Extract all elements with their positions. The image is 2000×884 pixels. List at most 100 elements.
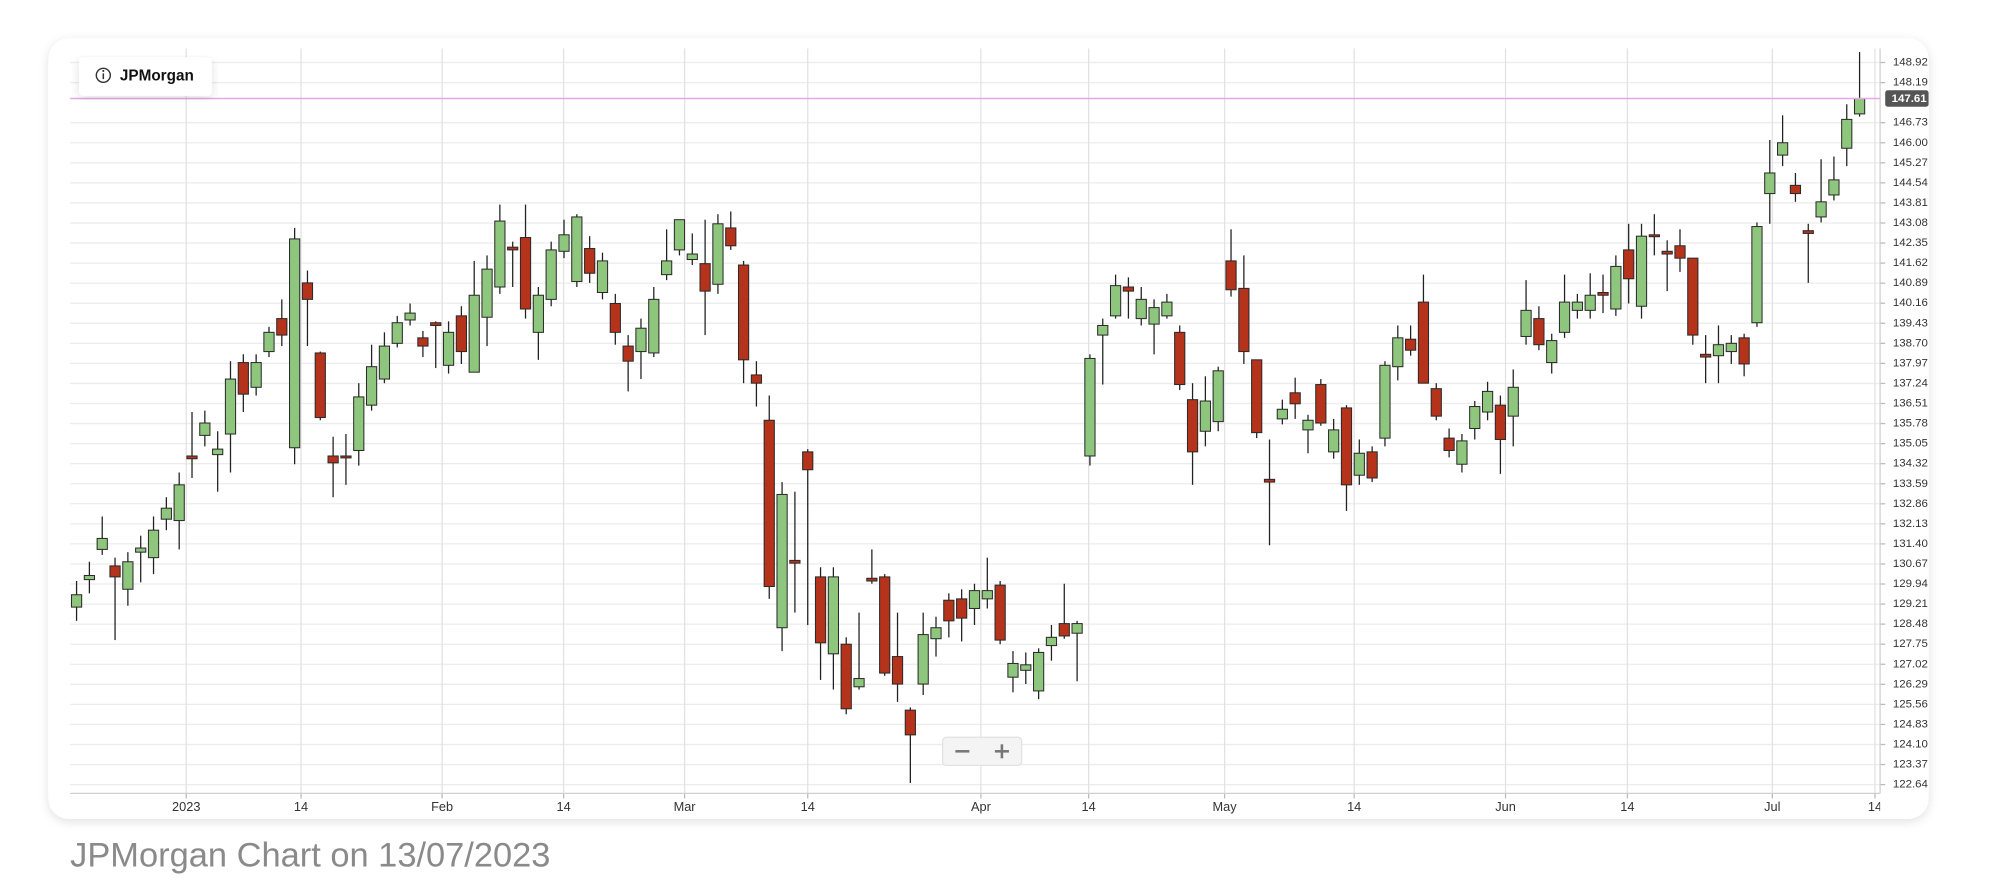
y-tick-label: 133.59 [1893,478,1928,490]
candle-body [1777,142,1789,156]
candle-body [956,598,968,619]
y-tick-label: 125.56 [1893,698,1928,710]
y-tick-label: 143.08 [1893,217,1928,229]
candle-body [1815,201,1827,218]
candle-body [1405,338,1417,351]
legend-label: JPMorgan [120,68,194,85]
candle-body [1700,353,1712,358]
candle-body [1443,437,1455,452]
candle-body [981,590,993,600]
y-tick-label: 127.02 [1893,658,1928,670]
candle-body [1071,623,1083,634]
candle-body [1212,370,1224,423]
y-tick-label: 140.16 [1893,297,1928,309]
x-axis-labels: 2023 14 Feb 14 Mar 14 Apr 14 May 14 Jun 14 Jul 14 [172,799,1880,814]
candle-body [365,366,378,406]
y-tick-label: 140.89 [1893,277,1928,289]
caption: JPMorgan Chart on 13/07/2023 [70,836,550,874]
candle-body [699,263,711,292]
candle-body [1392,337,1404,368]
candle-body [1635,235,1648,307]
zoom-out[interactable] [943,737,983,765]
candle-body [250,362,262,388]
candle-body [340,455,352,459]
y-tick-label: 129.94 [1893,578,1929,590]
y-tick-label: 148.19 [1893,77,1928,89]
candle-body [866,577,878,582]
candle-body [1648,234,1660,238]
candle-body [1084,357,1096,457]
y-tick-label: 145.27 [1893,157,1928,169]
candle-body [661,260,673,276]
candle-body [1302,419,1314,431]
candle-body [1802,230,1814,234]
y-tick-label: 127.75 [1893,638,1928,650]
candle-body [673,219,686,251]
y-tick-label: 130.67 [1893,558,1928,570]
candle-body [1007,662,1019,678]
y-tick-label: 146.00 [1893,137,1928,149]
candle-body [968,590,981,609]
y-tick-label: 134.32 [1893,458,1928,470]
candle-body [83,575,96,581]
candle-body [135,547,147,553]
x-tick-label: 14 [1082,799,1096,814]
candle-body [314,352,326,419]
candle-body [648,298,660,354]
candle-body [1597,291,1609,296]
candle-body [353,396,365,452]
candle-body [1751,226,1763,324]
candle-body [1430,388,1442,417]
candle-body [1135,298,1147,320]
candle-body [1186,399,1199,453]
x-tick-label: 14 [1347,799,1361,814]
x-tick-label: Feb [431,799,453,814]
candle-body [481,268,493,318]
candle-body [109,565,121,578]
candle-body [917,634,929,685]
candle-body [1225,260,1237,291]
candle-body [1379,364,1391,439]
candle-body [635,327,647,353]
candle-body [455,315,468,353]
candle-body [289,238,301,449]
candle-body [1610,265,1622,310]
candle-body [1725,342,1737,353]
card [48,38,1929,819]
candle-body [1289,392,1301,405]
candle-body [96,537,108,550]
candle-body [1058,623,1070,637]
candle-body [430,322,442,326]
candle-body [237,362,249,395]
candle-body [147,529,160,559]
y-tick-label: 128.48 [1893,618,1928,630]
y-tick-label: 141.62 [1893,257,1928,269]
info-icon[interactable] [95,67,112,84]
y-tick-label: 143.81 [1893,197,1928,209]
candle-body [686,253,698,261]
y-tick-label: 129.21 [1893,598,1928,610]
y-tick-label: 146.73 [1893,117,1928,129]
x-tick-label: 14 [294,799,308,814]
candle-body [1456,440,1468,465]
candle-body [199,422,211,436]
candle-body [1238,287,1250,353]
candle-body [1366,451,1378,479]
candle-body [1122,286,1135,292]
legend: JPMorgan [79,57,212,96]
x-tick-label: Jun [1495,799,1516,814]
x-tick-label: Jul [1764,799,1780,814]
candle-body [1417,301,1430,384]
y-tick-label: 135.05 [1893,438,1928,450]
candle-body [1853,98,1866,115]
candle-body [1045,636,1058,647]
x-tick-label: 14 [1620,799,1634,814]
x-tick-label: Apr [971,799,992,814]
candle-body [442,331,455,366]
candle-body [1533,318,1545,346]
candle-body [1020,664,1032,671]
candle-body [494,220,506,288]
candle-body [1174,331,1186,386]
zoom-in[interactable] [982,737,1022,765]
candle-body [1251,359,1263,434]
